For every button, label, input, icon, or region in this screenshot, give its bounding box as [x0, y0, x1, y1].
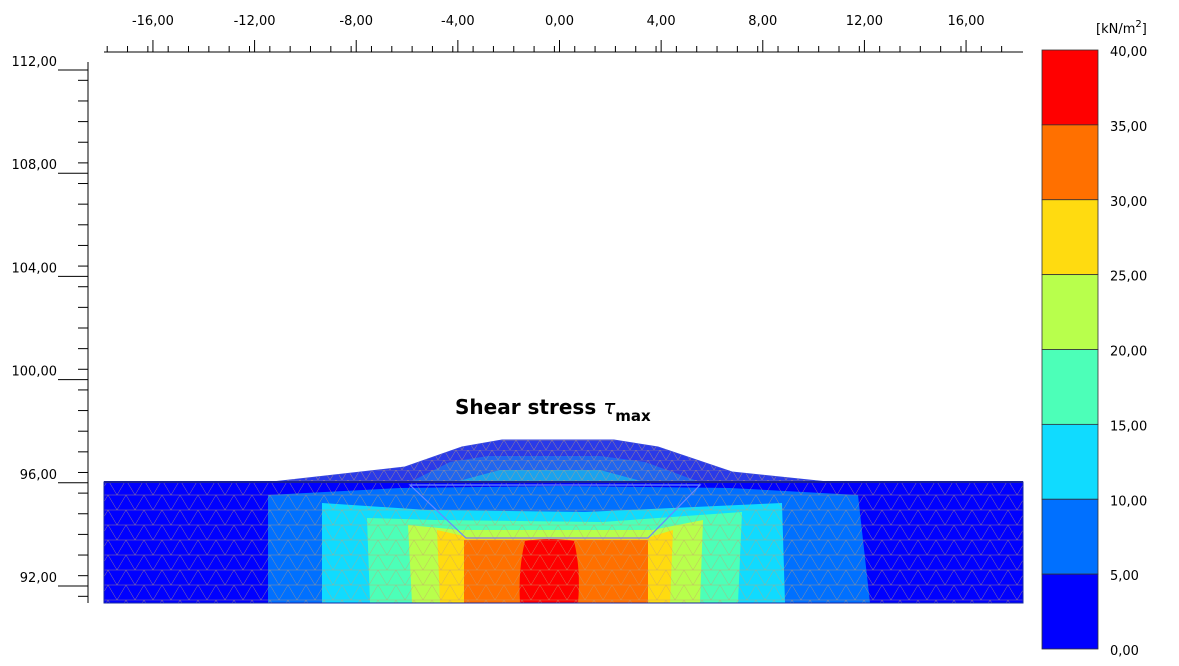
boundaries — [103, 481, 1024, 604]
legend-band — [1041, 49, 1099, 126]
y-tick-label: 112,00 — [12, 55, 58, 70]
legend-label: 0,00 — [1110, 644, 1139, 659]
legend-bands — [1041, 49, 1099, 650]
y-tick-label: 92,00 — [20, 571, 57, 586]
soil-outline — [103, 481, 1024, 604]
y-tick-label: 100,00 — [12, 365, 58, 380]
embankment — [271, 439, 829, 539]
x-tick-labels: -16,00 -12,00 -8,00 -4,00 0,00 4,00 8,00 12,00 1… — [132, 14, 985, 29]
legend-band — [1041, 423, 1099, 500]
y-tick-label: 104,00 — [12, 261, 58, 276]
x-minor-ticks — [106, 40, 1003, 52]
legend-label: 15,00 — [1110, 419, 1147, 434]
legend: [kN/m2] 40,0035,0030,0025,0020,0015,0010… — [1041, 19, 1147, 659]
title-subscript: max — [615, 407, 651, 425]
x-tick-label: 16,00 — [947, 14, 984, 29]
x-tick-label: -4,00 — [441, 14, 475, 29]
y-axis: 112,00 108,00 104,00 100,00 96,00 92,00 — [12, 55, 89, 603]
legend-band — [1041, 124, 1099, 201]
legend-label: 5,00 — [1110, 569, 1139, 584]
x-tick-label: -8,00 — [339, 14, 373, 29]
legend-label: 40,00 — [1110, 45, 1147, 60]
y-tick-labels: 112,00 108,00 104,00 100,00 96,00 92,00 — [12, 55, 58, 586]
y-tick-label: 108,00 — [12, 158, 58, 173]
x-axis: -16,00 -12,00 -8,00 -4,00 0,00 4,00 8,00 12,00 1… — [104, 14, 1023, 53]
x-tick-label: -12,00 — [234, 14, 276, 29]
legend-label: 30,00 — [1110, 195, 1147, 210]
legend-unit: [kN/m2] — [1096, 19, 1147, 37]
legend-band — [1041, 199, 1099, 276]
title-symbol: τ — [603, 395, 616, 419]
legend-label: 25,00 — [1110, 270, 1147, 285]
title-text: Shear stress — [455, 395, 603, 419]
legend-unit-base: kN/m — [1101, 22, 1135, 37]
legend-label: 20,00 — [1110, 345, 1147, 360]
x-tick-label: 12,00 — [846, 14, 883, 29]
legend-band — [1041, 498, 1099, 575]
legend-label: 10,00 — [1110, 494, 1147, 509]
load-zone — [408, 484, 702, 539]
y-tick-label: 96,00 — [20, 468, 57, 483]
chart-title: Shear stress τmax — [455, 395, 651, 425]
legend-label: 35,00 — [1110, 120, 1147, 135]
legend-unit-close: ] — [1142, 22, 1147, 37]
x-tick-label: -16,00 — [132, 14, 174, 29]
legend-unit-exp: 2 — [1135, 19, 1141, 30]
mesh-soil — [104, 482, 1023, 603]
embankment-mesh — [272, 440, 828, 482]
legend-band — [1041, 573, 1099, 650]
legend-band — [1041, 274, 1099, 350]
y-minor-ticks — [58, 69, 88, 597]
x-tick-label: 0,00 — [545, 14, 574, 29]
legend-band — [1041, 349, 1099, 425]
x-tick-label: 4,00 — [647, 14, 676, 29]
soil-body — [104, 482, 1023, 603]
x-tick-label: 8,00 — [748, 14, 777, 29]
legend-labels: 40,00 35,00 30,00 25,00 20,00 15,00 10,00 5,00 0… — [1110, 45, 1147, 659]
